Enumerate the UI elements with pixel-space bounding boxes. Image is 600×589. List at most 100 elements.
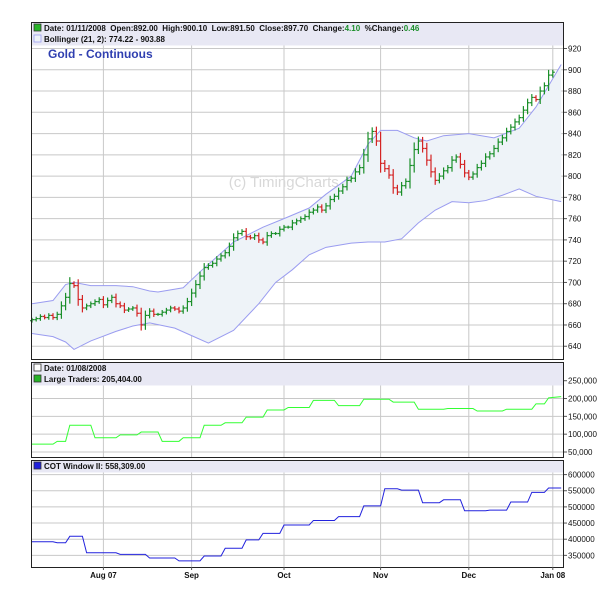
price-bar — [67, 277, 72, 304]
price-bar — [294, 218, 299, 226]
bollinger-upper-line — [31, 64, 562, 305]
legend-marker — [33, 23, 42, 32]
y-tick-label: 680 — [568, 300, 582, 309]
price-bar — [395, 184, 400, 196]
price-bar — [231, 233, 236, 251]
y-tick-label: 450000 — [568, 519, 595, 528]
price-bar — [248, 234, 253, 240]
y-tick-label: 700 — [568, 278, 582, 287]
price-bar — [240, 229, 244, 236]
pane-border — [31, 362, 564, 458]
price-bar — [223, 250, 228, 259]
legend-segment: Large Traders: 205,404.00 — [44, 375, 142, 384]
pane-border — [31, 22, 564, 360]
price-bar — [387, 164, 391, 179]
price-bar — [160, 309, 165, 317]
price-bar — [164, 307, 169, 315]
price-bar — [273, 232, 278, 236]
y-tick-label: 880 — [568, 87, 582, 96]
legend-cot: COT Window II: 558,309.00 — [31, 460, 564, 568]
price-bar — [542, 82, 547, 95]
y-tick-label: 600000 — [568, 471, 595, 480]
price-bar — [403, 178, 408, 189]
price-bar — [76, 279, 81, 306]
price-bar — [290, 219, 295, 231]
price-bar — [269, 231, 274, 238]
price-bar — [500, 134, 505, 146]
bollinger-lower-line — [31, 188, 562, 351]
large-traders-line — [32, 396, 562, 445]
price-bar — [475, 163, 480, 178]
price-bar — [139, 307, 144, 331]
price-bar — [466, 169, 471, 181]
y-tick-label: 640 — [568, 342, 582, 351]
legend-segment: Date: 01/11/2008 Open:892.00 High:900.10… — [44, 24, 345, 33]
price-bar — [34, 316, 39, 322]
price-bar — [38, 314, 43, 321]
price-bar — [202, 263, 207, 281]
price-bar — [416, 136, 421, 154]
price-bar — [118, 301, 123, 309]
x-tick-label: Dec — [461, 571, 476, 580]
price-bar — [42, 314, 47, 320]
price-bar — [319, 204, 324, 213]
price-bar — [51, 313, 55, 320]
legend-segment: %Change: — [360, 24, 404, 33]
y-tick-label: 250,000 — [568, 377, 597, 386]
y-tick-label: 660 — [568, 321, 582, 330]
y-tick-label: 780 — [568, 193, 582, 202]
price-bar — [433, 167, 438, 185]
price-bar — [189, 288, 194, 307]
price-bar — [252, 233, 257, 241]
x-tick-label: Sep — [184, 571, 199, 580]
price-bar — [105, 297, 110, 308]
price-bar — [172, 306, 177, 311]
price-bar — [487, 151, 492, 160]
price-bar — [122, 302, 127, 314]
x-axis: Aug 07 Sep Oct Nov Dec Jan 08 — [90, 567, 566, 580]
legend-segment: COT Window II: 558,309.00 — [44, 462, 146, 471]
y-tick-label: 350000 — [568, 551, 595, 560]
price-bar — [63, 292, 68, 311]
price-bar — [282, 224, 286, 232]
price-bar — [177, 306, 181, 314]
price-bar — [454, 154, 459, 163]
price-bar — [424, 142, 429, 166]
price-bar — [349, 176, 354, 183]
legend-segment: Bollinger (21, 2): 774.22 - 903.88 — [44, 35, 165, 44]
price-bar — [143, 310, 148, 330]
price-bar — [445, 164, 450, 174]
price-bar — [235, 230, 240, 241]
price-bar — [244, 228, 249, 241]
price-bars — [30, 69, 555, 331]
price-bar — [382, 159, 387, 173]
price-bar — [462, 159, 467, 178]
legend-text: Date: 01/08/2008 — [44, 364, 107, 373]
cot-window-line — [32, 487, 562, 562]
price-bar — [550, 69, 555, 78]
legend-text: Large Traders: 205,404.00 — [44, 375, 142, 384]
price-bar — [504, 127, 509, 142]
chart-title: Gold - Continuous — [48, 47, 153, 61]
price-bar — [114, 293, 118, 308]
legend-text: Date: 01/11/2008 Open:892.00 High:900.10… — [44, 24, 420, 33]
price-bar — [46, 313, 51, 320]
y-axis-price: 640 660 680 700 720 740 760 780 800 820 840 860 880 9… — [564, 45, 582, 351]
bollinger-band-fill — [32, 64, 562, 350]
price-bar — [101, 296, 106, 309]
price-bar — [534, 95, 538, 102]
price-bar — [59, 301, 64, 319]
pane-border — [31, 460, 564, 568]
price-bar — [471, 171, 475, 180]
legend-segment: 4.10 — [345, 24, 361, 33]
price-bar — [412, 142, 417, 173]
price-bar — [336, 187, 341, 200]
price-bar — [261, 237, 265, 245]
price-bar — [374, 126, 379, 146]
legend-background — [31, 460, 564, 473]
legend-marker — [33, 374, 42, 383]
price-bar — [353, 168, 358, 182]
price-bar — [483, 153, 488, 168]
legend-background — [31, 362, 564, 386]
